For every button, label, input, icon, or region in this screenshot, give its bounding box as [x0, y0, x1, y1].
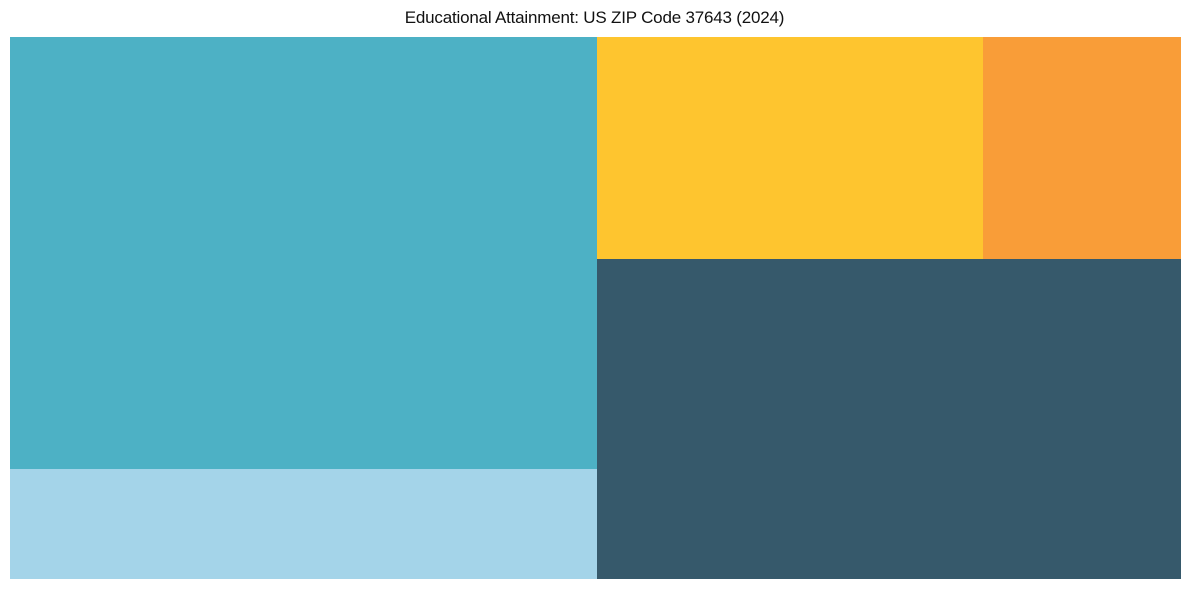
chart-title: Educational Attainment: US ZIP Code 3764… — [404, 8, 785, 27]
treemap-plot-area — [10, 37, 1181, 579]
treemap-cell-bottom-left — [10, 469, 597, 579]
treemap-cell-top-middle — [597, 37, 983, 259]
treemap-cell-top-left-large — [10, 37, 597, 469]
treemap-cell-top-right — [983, 37, 1181, 259]
treemap-cell-bottom-right — [597, 259, 1181, 579]
